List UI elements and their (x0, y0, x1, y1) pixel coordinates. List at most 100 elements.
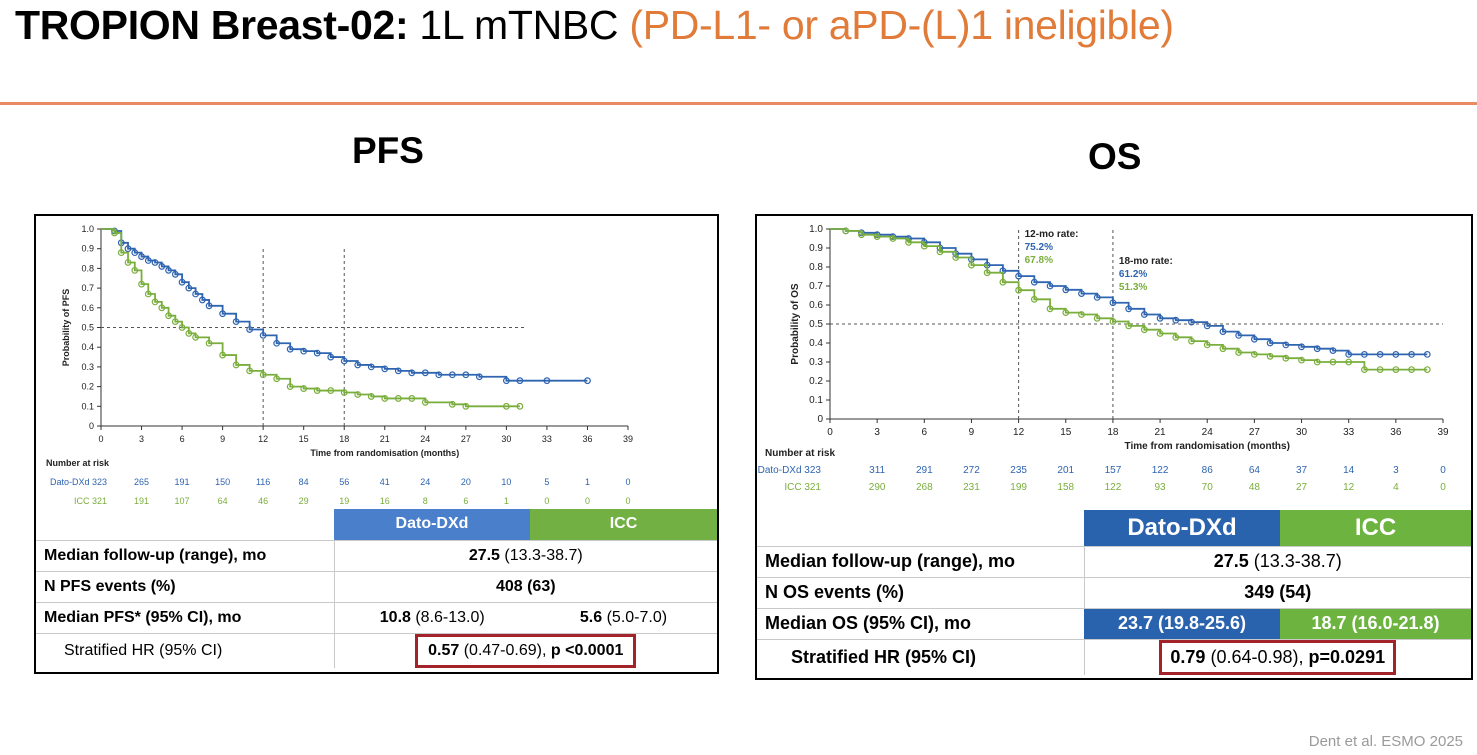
risk-count: 1 (504, 496, 509, 506)
title-bold: TROPION Breast-02: (15, 2, 409, 48)
y-tick-label: 0.2 (809, 376, 823, 387)
censor-mark-dato-dxd (475, 373, 483, 381)
x-tick-label: 9 (220, 434, 225, 444)
y-tick-label: 0.7 (81, 283, 94, 293)
censor-mark-icc (1392, 366, 1400, 374)
censor-mark-icc (165, 312, 172, 320)
censor-mark-icc (1030, 295, 1038, 303)
censor-mark-dato-dxd (151, 259, 159, 266)
risk-count: 122 (1152, 465, 1169, 476)
dato-median-pfs: 10.8 (8.6-13.0) (333, 601, 530, 633)
censor-mark-icc (1423, 366, 1431, 374)
y-tick-label: 0 (817, 414, 823, 425)
risk-count: 84 (299, 477, 309, 487)
x-tick-label: 9 (969, 427, 975, 438)
x-tick-label: 12 (1013, 427, 1025, 438)
censor-mark-icc (158, 304, 166, 312)
censor-mark-dato-dxd (1423, 350, 1431, 358)
censor-mark-dato-dxd (340, 357, 348, 365)
km-curve-dato-dxd (101, 228, 588, 382)
censor-mark-icc (124, 259, 132, 266)
row-label: Median follow-up (range), mo (757, 545, 1084, 577)
censor-mark-icc (1156, 330, 1164, 337)
censor-mark-dato-dxd (286, 345, 294, 353)
censor-mark-dato-dxd (198, 296, 206, 304)
x-tick-label: 0 (827, 427, 833, 438)
censor-mark-icc (1266, 352, 1274, 360)
x-tick-label: 18 (1107, 427, 1119, 438)
os-panel-title: OS (1088, 136, 1142, 177)
censor-mark-icc (936, 248, 944, 256)
censor-mark-icc (111, 229, 118, 237)
censor-mark-dato-dxd (185, 284, 193, 292)
censor-mark-dato-dxd (1093, 293, 1101, 301)
censor-mark-dato-dxd (1329, 347, 1337, 355)
censor-mark-dato-dxd (1392, 350, 1400, 358)
censor-mark-icc (354, 391, 362, 398)
risk-count: 0 (625, 496, 630, 506)
x-tick-label: 0 (98, 434, 103, 444)
censor-mark-dato-dxd (408, 369, 416, 377)
y-tick-label: 0 (89, 421, 94, 431)
icc-median-os: 18.7 (16.0-21.8) (1280, 607, 1471, 639)
os-km-chart: 0 3 6 9 12 15 18 21 24 27 30 33 36 3900.10.20.30.40.5… (758, 224, 1449, 493)
x-tick-label: 12 (258, 434, 268, 444)
censor-mark-icc (873, 233, 881, 241)
censor-mark-dato-dxd (1188, 318, 1195, 326)
risk-count: 150 (215, 477, 230, 487)
x-tick-label: 36 (582, 434, 592, 444)
censor-mark-icc (232, 361, 240, 369)
risk-count: 0 (1440, 465, 1446, 476)
censor-mark-icc (1046, 305, 1054, 313)
censor-mark-icc (502, 402, 510, 410)
censor-mark-dato-dxd (1298, 343, 1305, 351)
censor-mark-icc (842, 227, 850, 235)
censor-mark-dato-dxd (1015, 272, 1023, 280)
y-tick-label: 0.9 (81, 244, 94, 254)
risk-count: 122 (1105, 482, 1122, 493)
slide-title: TROPION Breast-02: 1L mTNBC (PD-L1- or a… (15, 2, 1174, 49)
censor-mark-dato-dxd (1266, 339, 1274, 347)
censor-mark-icc (421, 398, 429, 406)
x-tick-label: 15 (299, 434, 309, 444)
risk-count: 4 (1393, 482, 1399, 493)
censor-mark-dato-dxd (367, 363, 375, 371)
risk-count: 70 (1202, 482, 1214, 493)
censor-mark-dato-dxd (421, 369, 429, 377)
censor-mark-dato-dxd (1408, 350, 1415, 358)
risk-count: 191 (134, 496, 149, 506)
y-tick-label: 1.0 (81, 224, 94, 234)
x-tick-label: 39 (1437, 427, 1449, 438)
censor-mark-dato-dxd (1109, 299, 1117, 307)
table-row: Median OS (95% CI), mo 23.7 (19.8-25.6) … (757, 607, 1471, 639)
risk-count: 48 (1249, 482, 1261, 493)
risk-count: 93 (1155, 482, 1167, 493)
risk-row-label: Dato-DXd 323 (758, 465, 822, 476)
censor-mark-icc (131, 266, 139, 274)
table-header-row: Dato-DXd ICC (36, 509, 717, 540)
y-tick-label: 0.8 (81, 263, 94, 273)
risk-count: 64 (218, 496, 228, 506)
censor-mark-dato-dxd (313, 349, 321, 357)
y-tick-label: 0.2 (81, 382, 94, 392)
censor-mark-icc (408, 395, 416, 402)
censor-mark-icc (1109, 318, 1117, 325)
title-regular: 1L mTNBC (419, 2, 619, 48)
table-row: N OS events (%) 349 (54) (757, 576, 1471, 608)
risk-count: 27 (1296, 482, 1308, 493)
x-tick-label: 33 (1343, 427, 1355, 438)
x-tick-label: 18 (339, 434, 349, 444)
y-tick-label: 1.0 (809, 224, 823, 235)
risk-count: 199 (1010, 482, 1027, 493)
censor-mark-icc (1298, 356, 1305, 364)
censor-mark-icc (1361, 366, 1368, 374)
censor-mark-icc (300, 385, 308, 392)
title-highlight: (PD-L1- or aPD-(L)1 ineligible) (629, 2, 1174, 48)
censor-mark-dato-dxd (1219, 328, 1227, 335)
table-row: Stratified HR (95% CI) 0.79 (0.64-0.98),… (757, 638, 1471, 675)
y-tick-label: 0.3 (809, 357, 823, 368)
censor-mark-icc (516, 402, 524, 410)
pfs-km-chart: 0 3 6 9 12 15 18 21 24 27 30 33 36 3900.10.20.30.40.5… (46, 224, 633, 506)
pfs-panel-title: PFS (352, 130, 424, 171)
censor-mark-icc (448, 400, 456, 408)
